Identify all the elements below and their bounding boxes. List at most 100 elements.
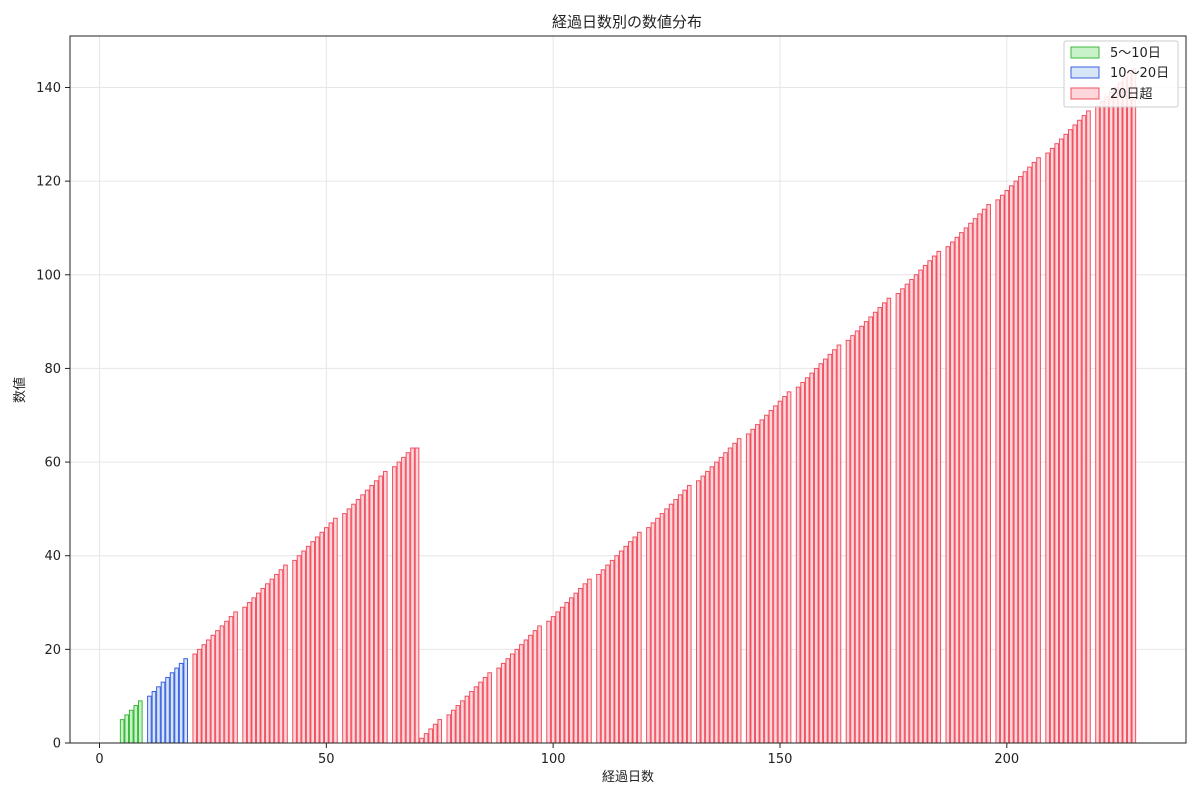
bar-2-224 — [1113, 87, 1118, 744]
bar-0-8 — [133, 705, 139, 744]
bar-2-34 — [251, 597, 257, 744]
bar-2-141 — [736, 438, 742, 744]
bar-2-130 — [686, 484, 692, 744]
bar-2-121 — [646, 527, 651, 744]
y-tick-label: 0 — [53, 737, 61, 752]
bar-2-66 — [396, 461, 402, 744]
bar-2-104 — [568, 597, 574, 744]
bar-2-177 — [900, 288, 905, 744]
bar-2-32 — [242, 606, 247, 744]
bar-2-190 — [959, 232, 964, 744]
bar-2-105 — [573, 592, 579, 744]
bar-2-86 — [487, 672, 492, 744]
bar-2-92 — [514, 648, 520, 744]
bar-2-63 — [382, 470, 388, 744]
bar-2-97 — [537, 625, 542, 744]
bar-2-220 — [1095, 105, 1100, 744]
bar-2-93 — [519, 644, 524, 744]
bar-2-148 — [768, 410, 774, 744]
bar-2-161 — [827, 353, 833, 744]
bar-2-159 — [818, 363, 824, 744]
bar-2-184 — [931, 255, 937, 744]
bar-2-72 — [423, 733, 429, 744]
bar-2-56 — [351, 503, 356, 744]
bar-2-55 — [346, 508, 352, 744]
bar-2-204 — [1022, 171, 1028, 744]
bar-2-119 — [637, 531, 642, 744]
bar-2-154 — [795, 386, 801, 744]
bar-2-165 — [845, 339, 851, 744]
y-tick-label: 60 — [44, 456, 61, 471]
bar-2-46 — [305, 545, 311, 744]
bar-2-89 — [500, 662, 506, 744]
legend-swatch — [1070, 46, 1100, 59]
bar-2-158 — [813, 367, 819, 744]
bar-2-218 — [1086, 110, 1091, 744]
bar-1-18 — [178, 662, 184, 744]
bar-2-43 — [292, 559, 297, 744]
bar-1-14 — [160, 681, 166, 744]
bar-2-216 — [1077, 119, 1082, 744]
bar-2-21 — [192, 653, 198, 744]
bar-2-192 — [968, 222, 973, 744]
bar-2-127 — [673, 499, 678, 744]
bar-2-151 — [782, 396, 787, 744]
bar-2-221 — [1099, 101, 1105, 744]
bar-2-172 — [877, 307, 883, 744]
bar-2-166 — [850, 335, 855, 744]
bar-2-49 — [319, 531, 325, 744]
legend-label: 20日超 — [1110, 87, 1153, 102]
bar-2-33 — [246, 602, 252, 744]
bar-0-6 — [124, 714, 130, 744]
bar-2-114 — [614, 555, 619, 744]
bar-2-67 — [401, 456, 406, 744]
bar-1-15 — [165, 676, 170, 744]
bar-0-5 — [119, 719, 125, 744]
x-tick-label: 200 — [994, 752, 1019, 767]
legend-label: 5〜10日 — [1110, 46, 1161, 61]
bar-2-26 — [215, 630, 220, 744]
bar-2-144 — [750, 428, 756, 744]
bar-2-78 — [451, 709, 456, 744]
bar-2-160 — [823, 358, 828, 744]
bar-2-48 — [314, 536, 320, 744]
bar-2-211 — [1054, 143, 1060, 744]
plot-frame — [69, 35, 1187, 744]
bar-2-30 — [233, 611, 238, 744]
bar-2-137 — [718, 456, 724, 744]
bar-2-100 — [550, 616, 556, 744]
bar-1-13 — [156, 686, 161, 744]
bar-2-207 — [1036, 157, 1041, 744]
bar-2-217 — [1081, 115, 1087, 744]
bar-2-27 — [219, 625, 225, 744]
bar-2-169 — [863, 321, 869, 744]
bar-2-116 — [623, 545, 629, 744]
bar-2-167 — [854, 330, 860, 744]
x-tick-label: 0 — [95, 752, 103, 767]
bar-2-168 — [859, 325, 864, 744]
bar-2-122 — [650, 522, 656, 744]
y-axis-label: 数値 — [12, 377, 28, 403]
bar-2-39 — [274, 573, 279, 744]
bar-2-213 — [1063, 133, 1069, 744]
bar-2-138 — [723, 452, 728, 744]
bar-2-226 — [1122, 77, 1128, 744]
bar-2-102 — [559, 606, 565, 744]
bar-2-71 — [419, 737, 424, 744]
bar-2-84 — [478, 681, 483, 744]
bar-2-111 — [600, 569, 606, 744]
bar-2-188 — [950, 241, 955, 744]
bar-2-189 — [954, 236, 960, 744]
bar-2-201 — [1009, 185, 1014, 744]
bar-2-29 — [228, 616, 234, 744]
bar-2-107 — [582, 583, 588, 744]
bar-2-209 — [1045, 152, 1050, 744]
bar-2-41 — [283, 564, 288, 744]
bar-2-118 — [632, 536, 638, 744]
bar-2-228 — [1131, 68, 1137, 744]
bar-2-50 — [324, 527, 329, 744]
bar-2-45 — [301, 550, 306, 744]
bar-2-171 — [872, 311, 878, 744]
bar-2-227 — [1126, 72, 1132, 744]
